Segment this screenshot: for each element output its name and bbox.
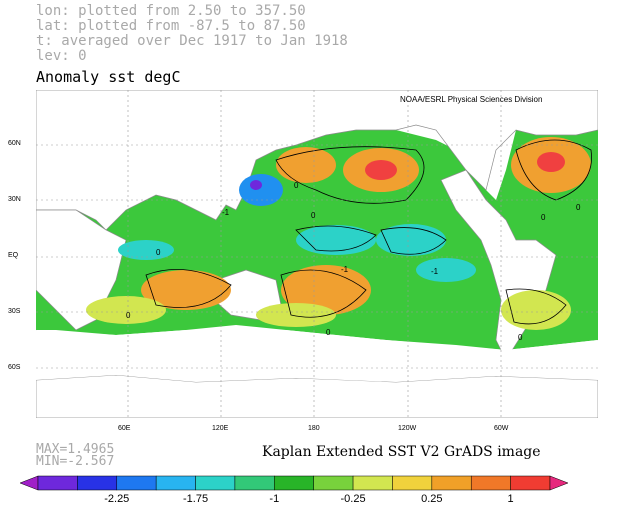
colorbar-end-high [549,475,568,491]
cool-patch-eqpacific-east [376,224,446,256]
min-value-text: MIN=-2.567 [36,454,115,469]
land-eurasia [36,90,598,231]
time-range-text: t: averaged over Dec 1917 to Jan 1918 [36,33,348,49]
lat-label: EQ [8,252,19,259]
colorbar-end-low [20,475,39,491]
yellow-patch-spacific [256,303,336,327]
colorbar-swatch [352,475,393,491]
cool-patch-eqpacific-far [416,258,476,282]
colorbar-swatch [431,475,472,491]
contour-label: -1 [222,208,230,217]
colorbar-tick-label: 0.25 [421,493,443,505]
colorbar-swatch [37,475,78,491]
colorbar-swatch [195,475,236,491]
contour-label: 0 [576,203,581,212]
colorbar-swatch [510,475,551,491]
sst-anomaly-map: 0 -1 0 -1 0 0 -1 0 0 0 0 [36,90,598,418]
contour-label: 0 [156,248,161,257]
colorbar-swatch [313,475,354,491]
colorbar-swatch [116,475,157,491]
yellow-patch-satlantic [501,290,571,330]
contour-label: 0 [294,181,299,190]
max-value-text: MAX=1.4965 [36,442,115,457]
map-title: Anomaly sst degC [36,68,181,86]
level-text: lev: 0 [36,48,87,64]
colorbar-swatch [77,475,118,491]
colorbar-tick-label: -2.25 [104,493,130,505]
colorbar-swatch [274,475,314,491]
contour-label: 0 [518,333,523,342]
hot-patch-natlantic [537,152,565,172]
colorbar-swatch [470,475,511,491]
lat-label: 30N [8,196,21,203]
yellow-patch-sindian [86,296,166,324]
lat-range-text: lat: plotted from -87.5 to 87.50 [36,18,306,34]
land-antarctica [36,374,598,418]
contour-label: -1 [431,267,439,276]
contour-label: -1 [341,265,349,274]
warm-patch-npacific-west [276,147,336,183]
lat-label: 60N [8,140,21,147]
contour-label: 0 [541,213,546,222]
contour-label: 0 [311,211,316,220]
credit-text: NOAA/ESRL Physical Sciences Division [400,95,543,104]
colorbar [20,475,568,491]
hot-patch-npacific [365,160,397,180]
cold-patch-westpacific [239,174,283,206]
cold-core-westpacific [250,180,262,190]
nodata-south [36,330,598,382]
warm-patch-indian [141,270,231,310]
colorbar-tick-label: -1.75 [182,493,209,505]
colorbar-swatch [392,475,433,491]
colorbar-swatch [234,475,275,491]
lat-label: 60S [8,364,21,371]
lon-label: 60W [494,425,509,432]
colorbar-tick-label: 1 [507,493,514,505]
lon-label: 120E [212,425,229,432]
lat-label: 30S [8,308,21,315]
colorbar-tick-label: -1 [269,493,280,505]
warm-patch-spacific [281,265,371,315]
source-caption: Kaplan Extended SST V2 GrADS image [262,444,541,460]
lon-range-text: lon: plotted from 2.50 to 357.50 [36,3,306,19]
lon-label: 120W [398,425,417,432]
colorbar-swatch [155,475,196,491]
lon-label: 180 [308,425,320,432]
colorbar-tick-label: -0.25 [340,493,366,505]
contour-label: 0 [326,328,331,337]
cool-patch-indian [118,240,174,260]
lon-label: 60E [118,425,131,432]
contour-label: 0 [126,311,131,320]
